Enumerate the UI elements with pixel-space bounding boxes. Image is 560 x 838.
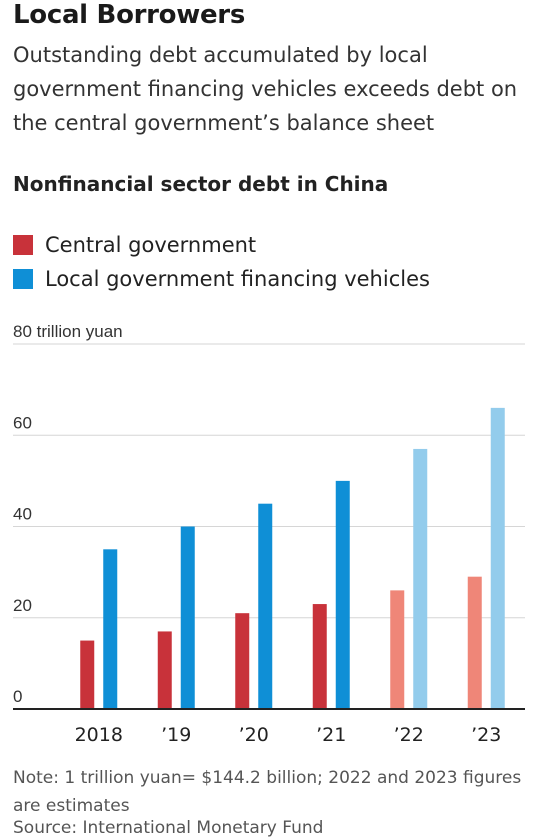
bar-lgfv <box>490 407 505 709</box>
subheadline: Outstanding debt accumulated by local go… <box>13 43 518 135</box>
bar-central-government <box>467 576 482 709</box>
y-tick-label: 80 trillion yuan <box>13 322 123 341</box>
x-tick-label: ’21 <box>316 724 346 746</box>
legend-item-central: Central government <box>13 228 430 262</box>
y-tick-label: 0 <box>13 687 22 706</box>
y-tick-label: 60 <box>13 413 32 432</box>
chart-note: Note: 1 trillion yuan= $144.2 billion; 2… <box>13 768 522 816</box>
x-tick-label: ’23 <box>471 724 501 746</box>
bar-lgfv <box>413 448 428 709</box>
y-tick-label: 40 <box>13 505 32 524</box>
x-tick-label: ’22 <box>394 724 424 746</box>
bar-central-government <box>157 631 172 709</box>
legend-swatch-central <box>13 235 33 255</box>
x-tick-label: ’19 <box>161 724 191 746</box>
legend-swatch-lgfv <box>13 269 33 289</box>
bar-lgfv <box>180 526 195 709</box>
bar-lgfv <box>103 549 118 709</box>
bar-central-government <box>390 590 405 709</box>
y-tick-label: 20 <box>13 596 32 615</box>
chart-legend: Central government Local government fina… <box>13 228 430 296</box>
bar-central-government <box>312 604 327 709</box>
headline: Local Borrowers <box>13 0 245 30</box>
chart-title: Nonfinancial sector debt in China <box>13 172 389 196</box>
bar-lgfv <box>258 503 273 709</box>
x-tick-label: 2018 <box>75 724 123 746</box>
bar-central-government <box>235 613 250 709</box>
bar-central-government <box>80 640 95 709</box>
bar-chart: 0 20 40 60 80 trillion yuan 2018 ’19 ’20 ’21 ’22 ’… <box>13 322 525 746</box>
legend-label-lgfv: Local government financing vehicles <box>45 267 430 291</box>
legend-item-lgfv: Local government financing vehicles <box>13 262 430 296</box>
chart-source: Source: International Monetary Fund <box>13 818 324 838</box>
bar-lgfv <box>335 480 350 709</box>
x-tick-label: ’20 <box>239 724 269 746</box>
legend-label-central: Central government <box>45 233 257 257</box>
